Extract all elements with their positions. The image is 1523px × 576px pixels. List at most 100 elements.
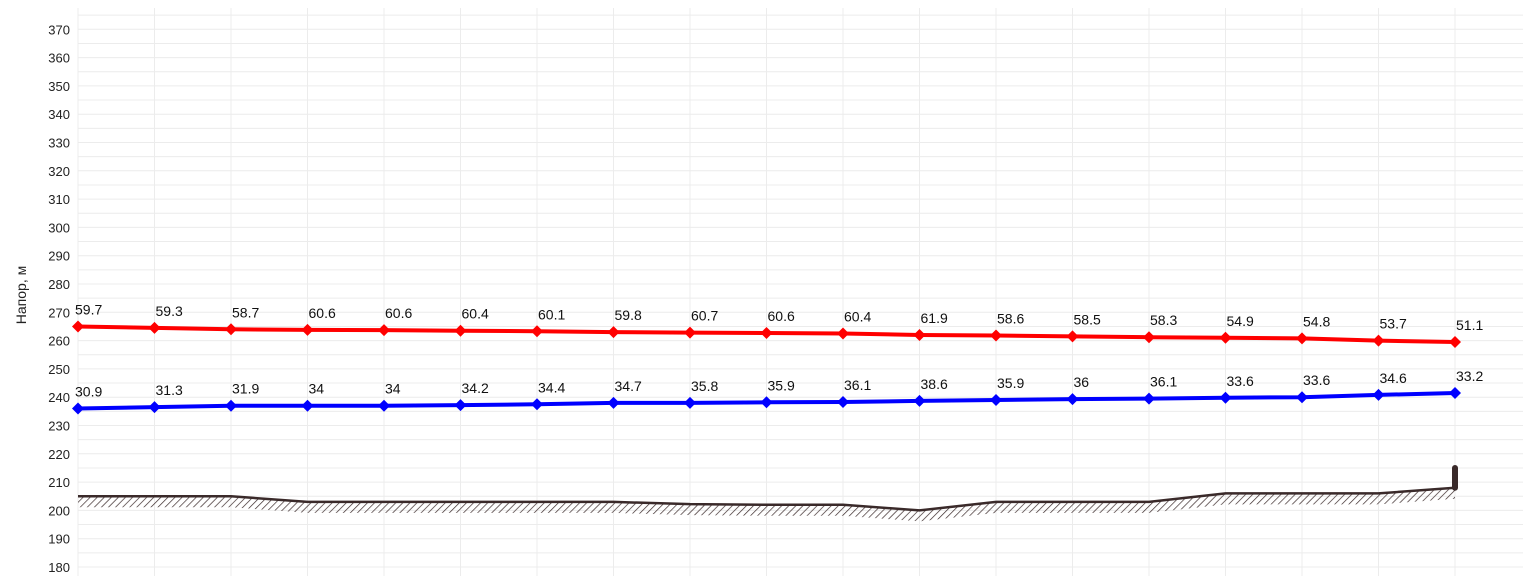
y-tick-label: 340 xyxy=(48,107,70,122)
data-label: 60.6 xyxy=(385,305,412,321)
data-point xyxy=(837,396,849,409)
data-label: 58.5 xyxy=(1074,311,1101,327)
data-label: 36.1 xyxy=(844,377,871,393)
data-label: 33.2 xyxy=(1456,368,1483,384)
ground-hatch xyxy=(78,487,1455,522)
data-point xyxy=(1372,388,1385,401)
data-label: 53.7 xyxy=(1380,316,1407,332)
data-label: 33.6 xyxy=(1303,372,1330,388)
data-point xyxy=(454,399,467,412)
data-point xyxy=(225,323,237,336)
data-point xyxy=(1449,386,1461,399)
y-tick-label: 350 xyxy=(48,79,70,94)
data-point xyxy=(1219,331,1232,344)
y-tick-label: 230 xyxy=(48,419,70,434)
data-point xyxy=(1219,391,1232,404)
data-point xyxy=(1449,336,1461,349)
data-point xyxy=(301,323,314,336)
y-axis-label: Напор, м xyxy=(13,266,29,324)
y-tick-label: 190 xyxy=(48,532,70,547)
data-point xyxy=(148,321,161,334)
data-label: 38.6 xyxy=(921,376,948,392)
data-label: 58.3 xyxy=(1150,312,1177,328)
data-label: 51.1 xyxy=(1456,317,1483,333)
data-point xyxy=(1066,330,1079,343)
y-tick-label: 200 xyxy=(48,503,70,518)
data-label: 34.2 xyxy=(462,380,489,396)
data-label: 34.4 xyxy=(538,379,565,395)
data-label: 34 xyxy=(309,381,325,397)
data-label: 60.1 xyxy=(538,306,565,322)
data-point xyxy=(990,329,1002,342)
data-point xyxy=(1372,334,1385,347)
data-point xyxy=(1066,393,1079,406)
y-tick-label: 330 xyxy=(48,136,70,151)
data-label: 36 xyxy=(1074,374,1090,390)
data-label: 36.1 xyxy=(1150,374,1177,390)
data-point xyxy=(301,399,314,412)
data-label: 61.9 xyxy=(921,310,948,326)
data-point xyxy=(531,398,543,411)
data-point xyxy=(378,324,390,337)
y-tick-label: 180 xyxy=(48,560,70,575)
data-label: 60.6 xyxy=(768,308,795,324)
data-point xyxy=(148,401,161,414)
y-tick-label: 320 xyxy=(48,164,70,179)
y-axis: 180 190 200 210 220 230 240 250 260 270 280 290 300 3… xyxy=(48,22,70,575)
data-label: 54.9 xyxy=(1227,313,1254,329)
data-point xyxy=(913,328,926,341)
y-tick-label: 210 xyxy=(48,475,70,490)
data-point xyxy=(913,394,926,407)
data-point xyxy=(760,326,773,339)
data-label: 58.7 xyxy=(232,304,259,320)
y-tick-label: 310 xyxy=(48,192,70,207)
ground-line xyxy=(78,486,1456,512)
data-label: 34.7 xyxy=(615,378,642,394)
data-point xyxy=(684,396,696,409)
y-tick-label: 360 xyxy=(48,51,70,66)
y-tick-label: 240 xyxy=(48,390,70,405)
ground-profile xyxy=(78,464,1458,522)
data-label: 35.9 xyxy=(997,375,1024,391)
y-tick-label: 260 xyxy=(48,334,70,349)
grid xyxy=(77,8,1523,576)
data-label: 60.7 xyxy=(691,308,718,324)
y-tick-label: 300 xyxy=(48,220,70,235)
series-layer: 59.7 59.3 58.7 60.6 60.6 60.4 60.1 59.8 60.7 60.6… xyxy=(72,301,1483,415)
data-point xyxy=(607,396,620,409)
data-point xyxy=(1296,332,1308,345)
data-label: 60.6 xyxy=(309,305,336,321)
data-label: 30.9 xyxy=(75,384,102,400)
data-point xyxy=(837,327,849,340)
y-tick-label: 280 xyxy=(48,277,70,292)
data-point xyxy=(1143,331,1155,344)
data-label: 60.4 xyxy=(462,306,489,322)
data-label: 58.6 xyxy=(997,311,1024,327)
data-point xyxy=(760,396,773,409)
data-point xyxy=(72,320,84,333)
data-point xyxy=(454,324,467,337)
data-point xyxy=(378,399,390,412)
data-label: 59.3 xyxy=(156,303,183,319)
data-point xyxy=(607,326,620,339)
y-tick-label: 250 xyxy=(48,362,70,377)
data-label: 34 xyxy=(385,381,401,397)
data-label: 59.7 xyxy=(75,301,102,317)
data-point xyxy=(990,394,1002,407)
data-label: 33.6 xyxy=(1227,373,1254,389)
y-tick-label: 270 xyxy=(48,305,70,320)
y-tick-label: 370 xyxy=(48,22,70,37)
data-label: 31.3 xyxy=(156,382,183,398)
data-label: 59.8 xyxy=(615,307,642,323)
data-point xyxy=(531,325,543,338)
data-point xyxy=(1296,391,1308,404)
data-label: 35.9 xyxy=(768,377,795,393)
data-label: 60.4 xyxy=(844,309,871,325)
data-point xyxy=(1143,392,1155,405)
y-tick-label: 220 xyxy=(48,447,70,462)
data-point xyxy=(684,326,696,339)
data-label: 35.8 xyxy=(691,378,718,394)
data-label: 31.9 xyxy=(232,381,259,397)
data-point xyxy=(72,402,84,415)
